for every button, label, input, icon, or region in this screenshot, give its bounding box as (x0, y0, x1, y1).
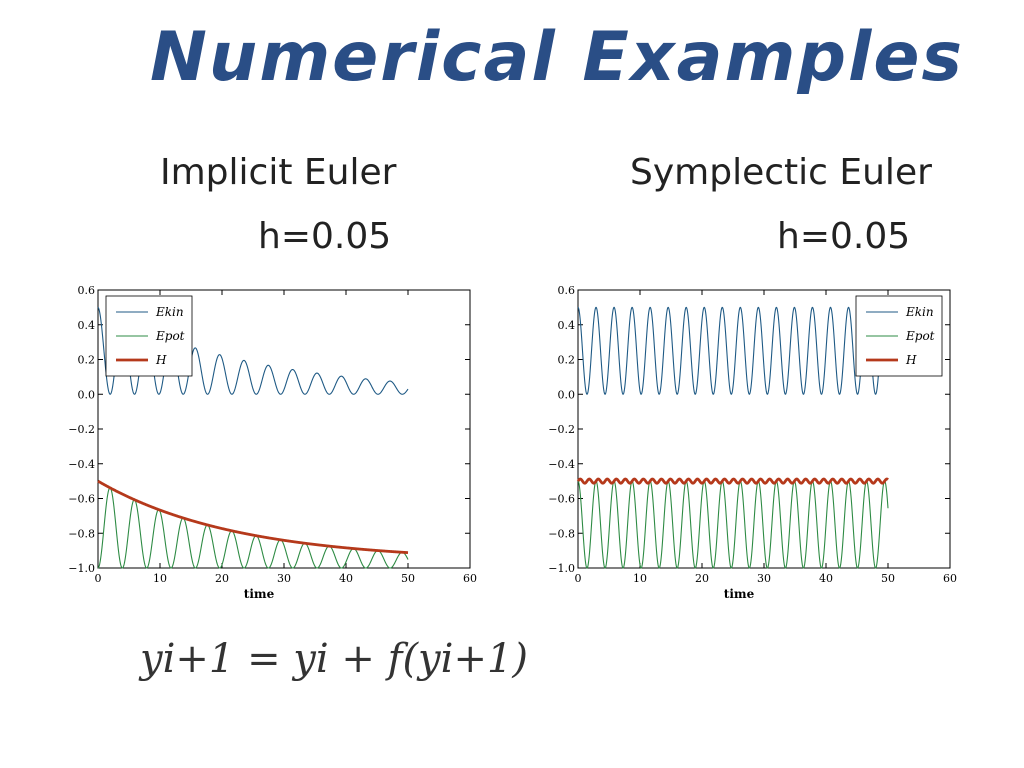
x-axis-label: time (244, 587, 275, 601)
legend-label-h: H (155, 353, 167, 367)
x-tick-label: 50 (401, 572, 415, 585)
y-tick-label: −1.0 (548, 562, 575, 575)
y-tick-label: 0.6 (78, 284, 96, 297)
y-tick-label: −0.4 (68, 458, 95, 471)
legend-label-ekin: Ekin (155, 305, 184, 319)
x-axis-label: time (724, 587, 755, 601)
x-tick-label: 0 (575, 572, 582, 585)
x-tick-label: 0 (95, 572, 102, 585)
series-H-line (97, 479, 409, 555)
series-epot-line (577, 480, 889, 569)
page-title: Numerical Examples (150, 18, 964, 97)
y-tick-label: 0.2 (78, 354, 96, 367)
y-tick-label: 0.4 (78, 319, 96, 332)
series-ekin-line (577, 306, 889, 395)
symplectic-euler-chart: 0.6 0.4 0.2 0.0 −0.2 −0.4 −0.6 −0.8 −1.00 10 20 30 4… (548, 284, 957, 601)
x-tick-label: 10 (633, 572, 647, 585)
legend-label-epot: Epot (905, 329, 935, 343)
y-tick-label: 0.0 (78, 388, 96, 401)
series-H-line (576, 477, 889, 485)
y-tick-label: −0.8 (68, 527, 95, 540)
y-tick-label: −0.6 (548, 493, 575, 506)
y-tick-label: −1.0 (68, 562, 95, 575)
y-tick-label: −0.6 (68, 493, 95, 506)
y-tick-label: 0.0 (558, 388, 576, 401)
method-label-symplectic: Symplectic Euler (630, 152, 932, 193)
x-tick-label: 30 (277, 572, 291, 585)
x-tick-label: 60 (943, 572, 957, 585)
x-tick-label: 50 (881, 572, 895, 585)
step-size-symplectic: h=0.05 (777, 216, 911, 257)
y-tick-label: −0.4 (548, 458, 575, 471)
y-tick-label: −0.2 (548, 423, 575, 436)
update-formula: yi+1 = yi + f(yi+1) (140, 636, 528, 682)
legend-label-ekin: Ekin (905, 305, 934, 319)
legend: Ekin Epot H (105, 295, 193, 377)
y-tick-label: −0.8 (548, 527, 575, 540)
x-tick-label: 20 (215, 572, 229, 585)
step-size-implicit: h=0.05 (258, 216, 392, 257)
x-tick-label: 40 (339, 572, 353, 585)
x-tick-label: 20 (695, 572, 709, 585)
x-tick-label: 10 (153, 572, 167, 585)
legend-label-epot: Epot (155, 329, 185, 343)
method-label-implicit: Implicit Euler (160, 152, 397, 193)
legend-label-h: H (905, 353, 917, 367)
x-tick-label: 30 (757, 572, 771, 585)
x-tick-label: 40 (819, 572, 833, 585)
y-tick-label: 0.2 (558, 354, 576, 367)
y-tick-label: 0.6 (558, 284, 576, 297)
y-tick-label: 0.4 (558, 319, 576, 332)
legend: Ekin Epot H (855, 295, 943, 377)
series-epot-line (97, 487, 409, 569)
formula-text: yi+1 = yi + f(yi+1) (140, 636, 529, 682)
y-tick-label: −0.2 (68, 423, 95, 436)
x-tick-label: 60 (463, 572, 477, 585)
legend-box (105, 295, 193, 377)
implicit-euler-chart: 0.6 0.4 0.2 0.0 −0.2 −0.4 −0.6 −0.8 −1.00 10 20 30 4… (68, 284, 477, 601)
